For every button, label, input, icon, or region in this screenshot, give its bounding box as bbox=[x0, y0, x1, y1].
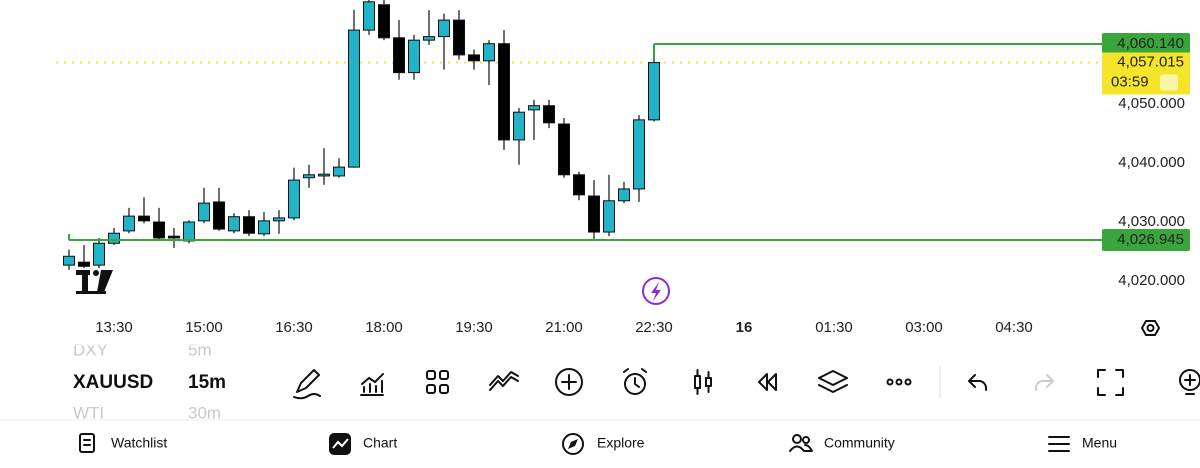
price-tag-label: 4,026.945 bbox=[1117, 231, 1184, 248]
alert-tool[interactable] bbox=[623, 368, 647, 395]
candle-body bbox=[333, 166, 345, 177]
undo[interactable] bbox=[968, 374, 987, 391]
candle-body bbox=[213, 201, 225, 230]
x-tick-label: 15:00 bbox=[185, 319, 223, 336]
draw-tool[interactable] bbox=[293, 369, 321, 400]
nav-label: Community bbox=[824, 435, 895, 451]
candle-body bbox=[258, 220, 270, 235]
replay-tool[interactable] bbox=[758, 373, 777, 391]
symbol-next[interactable]: WTI bbox=[73, 403, 104, 422]
candle-body bbox=[348, 29, 360, 168]
candle-body bbox=[483, 43, 495, 62]
candle-body bbox=[288, 179, 300, 219]
candle-body bbox=[63, 255, 75, 266]
x-tick-label: 16 bbox=[736, 319, 753, 336]
countdown-box bbox=[1160, 74, 1178, 91]
candle-body bbox=[528, 105, 540, 111]
candle-body bbox=[363, 1, 375, 31]
y-tick-label: 4,020.000 bbox=[1118, 272, 1185, 289]
candle-body bbox=[393, 37, 405, 74]
candle-body bbox=[153, 221, 165, 239]
layout-tool[interactable] bbox=[426, 370, 449, 394]
candle-body bbox=[558, 123, 570, 176]
candle-body bbox=[78, 261, 90, 267]
settings-button[interactable] bbox=[1141, 320, 1160, 336]
candle-body bbox=[408, 39, 420, 74]
candle-tool[interactable] bbox=[694, 369, 712, 395]
event-icon[interactable] bbox=[642, 277, 670, 305]
candle-body bbox=[648, 62, 660, 121]
candle-body bbox=[93, 242, 105, 266]
compare-tool[interactable] bbox=[489, 371, 519, 391]
y-tick-label: 4,030.000 bbox=[1118, 213, 1185, 230]
candle-body bbox=[498, 43, 510, 141]
y-tick-label: 4,040.000 bbox=[1118, 154, 1185, 171]
nav-menu[interactable]: Menu bbox=[1048, 435, 1117, 452]
price-tag bbox=[1102, 229, 1190, 252]
candle-body bbox=[243, 216, 255, 234]
x-tick-label: 21:00 bbox=[545, 319, 583, 336]
add-tool[interactable] bbox=[555, 368, 583, 396]
x-tick-label: 22:30 bbox=[635, 319, 673, 336]
x-tick-label: 13:30 bbox=[95, 319, 133, 336]
nav-label: Chart bbox=[363, 435, 397, 451]
price-tag bbox=[1102, 33, 1190, 56]
fullscreen[interactable] bbox=[1097, 369, 1124, 396]
ideas[interactable] bbox=[1179, 369, 1200, 395]
candle-body bbox=[438, 19, 450, 38]
nav-label: Watchlist bbox=[111, 435, 167, 451]
x-tick-label: 04:30 bbox=[995, 319, 1033, 336]
candle-body bbox=[108, 232, 120, 244]
countdown: 03:59 bbox=[1111, 73, 1149, 90]
nav-label: Explore bbox=[597, 435, 645, 451]
layers-tool[interactable] bbox=[818, 370, 848, 393]
candle-body bbox=[303, 174, 315, 179]
candle-body bbox=[378, 4, 390, 39]
nav-watchlist[interactable]: Watchlist bbox=[79, 433, 167, 453]
redo[interactable] bbox=[1035, 374, 1054, 391]
nav-community[interactable]: Community bbox=[789, 434, 895, 452]
candle-body bbox=[468, 54, 480, 62]
x-tick-label: 18:00 bbox=[365, 319, 403, 336]
nav-explore[interactable]: Explore bbox=[562, 433, 645, 455]
x-tick-label: 19:30 bbox=[455, 319, 493, 336]
symbol-current[interactable]: XAUUSD bbox=[73, 372, 153, 393]
interval-next[interactable]: 30m bbox=[188, 403, 221, 422]
candle-body bbox=[633, 119, 645, 190]
candle-body bbox=[603, 200, 615, 233]
candle-body bbox=[138, 215, 150, 222]
toolbar bbox=[293, 366, 1200, 400]
candle-body bbox=[513, 111, 525, 141]
indicators-tool[interactable] bbox=[360, 373, 384, 396]
y-tick-label: 4,050.000 bbox=[1118, 95, 1185, 112]
chart-plot: 4,050.000 4,040.000 4,030.000 4,020.000 13:3… bbox=[56, 0, 1190, 336]
candle-body bbox=[198, 202, 210, 222]
candle-body bbox=[453, 19, 465, 56]
candle-body bbox=[168, 235, 180, 239]
last-price-label: 4,057.015 bbox=[1117, 53, 1184, 70]
fade bbox=[56, 340, 256, 346]
candle-body bbox=[183, 221, 195, 242]
nav-label: Menu bbox=[1082, 435, 1117, 451]
x-tick-label: 01:30 bbox=[815, 319, 853, 336]
nav-chart[interactable]: Chart bbox=[329, 433, 397, 455]
x-tick-label: 03:00 bbox=[905, 319, 943, 336]
interval-current[interactable]: 15m bbox=[188, 372, 226, 393]
candle-body bbox=[543, 105, 555, 124]
candle-body bbox=[123, 215, 135, 232]
candle-body bbox=[618, 188, 630, 202]
price-tag-label: 4,060.140 bbox=[1117, 35, 1184, 52]
candle-body bbox=[423, 36, 435, 41]
logo bbox=[76, 270, 113, 294]
candle-body bbox=[228, 216, 240, 232]
more-tool[interactable] bbox=[886, 378, 912, 386]
candle-body bbox=[573, 174, 585, 196]
candle-body bbox=[273, 217, 285, 222]
candle-body bbox=[318, 173, 330, 177]
candle-body bbox=[588, 195, 600, 233]
x-tick-label: 16:30 bbox=[275, 319, 313, 336]
